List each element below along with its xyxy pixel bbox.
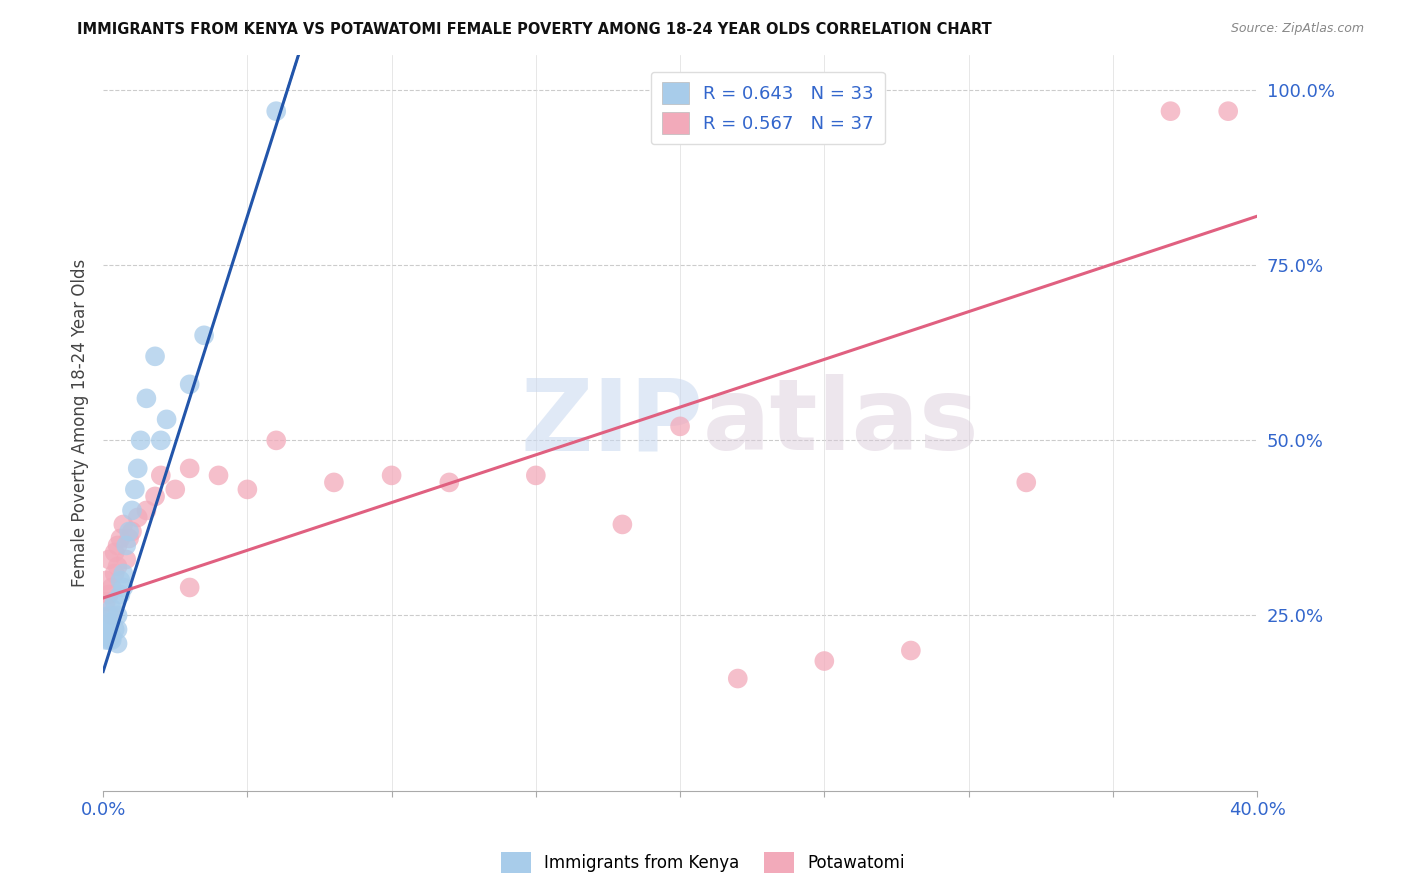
- Point: [97, 608, 120, 623]
- Point: [813, 654, 835, 668]
- Point: [439, 475, 461, 490]
- Point: [236, 483, 259, 497]
- Point: [118, 532, 141, 546]
- Point: [121, 503, 143, 517]
- Point: [127, 510, 149, 524]
- Point: [179, 581, 201, 595]
- Point: [115, 538, 138, 552]
- Point: [1159, 104, 1181, 119]
- Point: [135, 392, 157, 406]
- Point: [1218, 104, 1240, 119]
- Point: [127, 461, 149, 475]
- Point: [110, 587, 132, 601]
- Point: [135, 503, 157, 517]
- Text: IMMIGRANTS FROM KENYA VS POTAWATOMI FEMALE POVERTY AMONG 18-24 YEAR OLDS CORRELA: IMMIGRANTS FROM KENYA VS POTAWATOMI FEMA…: [77, 22, 993, 37]
- Point: [118, 524, 141, 539]
- Text: atlas: atlas: [703, 375, 980, 471]
- Point: [104, 594, 127, 608]
- Point: [97, 552, 120, 566]
- Point: [381, 468, 404, 483]
- Point: [179, 377, 201, 392]
- Point: [110, 532, 132, 546]
- Point: [524, 468, 547, 483]
- Point: [97, 630, 120, 644]
- Point: [143, 490, 166, 504]
- Point: [207, 468, 229, 483]
- Point: [107, 559, 129, 574]
- Text: ZIP: ZIP: [520, 375, 703, 471]
- Point: [900, 643, 922, 657]
- Legend: Immigrants from Kenya, Potawatomi: Immigrants from Kenya, Potawatomi: [494, 846, 912, 880]
- Point: [112, 581, 135, 595]
- Point: [612, 517, 634, 532]
- Point: [322, 475, 344, 490]
- Point: [94, 619, 117, 633]
- Point: [110, 574, 132, 588]
- Point: [107, 623, 129, 637]
- Point: [264, 104, 287, 119]
- Point: [94, 630, 117, 644]
- Point: [101, 581, 124, 595]
- Point: [94, 626, 117, 640]
- Point: [94, 632, 117, 647]
- Point: [112, 517, 135, 532]
- Point: [107, 538, 129, 552]
- Point: [115, 552, 138, 566]
- Point: [264, 434, 287, 448]
- Point: [104, 545, 127, 559]
- Point: [97, 632, 120, 647]
- Point: [124, 483, 146, 497]
- Point: [727, 672, 749, 686]
- Point: [104, 566, 127, 581]
- Point: [104, 623, 127, 637]
- Point: [97, 615, 120, 630]
- Point: [101, 608, 124, 623]
- Point: [101, 630, 124, 644]
- Point: [149, 434, 172, 448]
- Y-axis label: Female Poverty Among 18-24 Year Olds: Female Poverty Among 18-24 Year Olds: [72, 259, 89, 587]
- Point: [94, 594, 117, 608]
- Point: [94, 574, 117, 588]
- Point: [112, 566, 135, 581]
- Point: [149, 468, 172, 483]
- Point: [107, 636, 129, 650]
- Point: [101, 601, 124, 615]
- Point: [179, 461, 201, 475]
- Point: [129, 434, 152, 448]
- Point: [155, 412, 177, 426]
- Point: [165, 483, 187, 497]
- Legend: R = 0.643   N = 33, R = 0.567   N = 37: R = 0.643 N = 33, R = 0.567 N = 37: [651, 71, 884, 145]
- Point: [669, 419, 692, 434]
- Point: [107, 608, 129, 623]
- Text: Source: ZipAtlas.com: Source: ZipAtlas.com: [1230, 22, 1364, 36]
- Point: [143, 349, 166, 363]
- Point: [193, 328, 215, 343]
- Point: [97, 587, 120, 601]
- Point: [101, 632, 124, 647]
- Point: [121, 524, 143, 539]
- Point: [1015, 475, 1038, 490]
